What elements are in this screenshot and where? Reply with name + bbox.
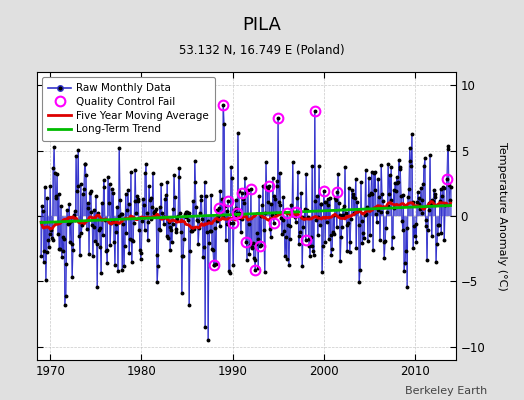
Text: 53.132 N, 16.749 E (Poland): 53.132 N, 16.749 E (Poland) bbox=[179, 44, 345, 57]
Legend: Raw Monthly Data, Quality Control Fail, Five Year Moving Average, Long-Term Tren: Raw Monthly Data, Quality Control Fail, … bbox=[42, 77, 215, 141]
Y-axis label: Temperature Anomaly (°C): Temperature Anomaly (°C) bbox=[497, 142, 507, 290]
Text: PILA: PILA bbox=[243, 16, 281, 34]
Text: Berkeley Earth: Berkeley Earth bbox=[405, 386, 487, 396]
